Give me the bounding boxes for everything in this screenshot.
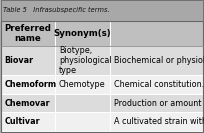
- Bar: [1, 94, 55, 112]
- Text: Preferred
name: Preferred name: [5, 24, 51, 43]
- Bar: [110, 46, 203, 75]
- Bar: [110, 94, 203, 112]
- Text: Chemovar: Chemovar: [5, 99, 50, 108]
- Text: Chemoform: Chemoform: [5, 80, 57, 89]
- Bar: [1, 21, 203, 132]
- Bar: [1, 0, 203, 21]
- Bar: [1, 112, 55, 131]
- Bar: [1, 21, 55, 46]
- Text: Production or amount of: Production or amount of: [114, 99, 204, 108]
- Bar: [55, 94, 110, 112]
- Bar: [110, 75, 203, 94]
- Text: Chemical constitution.: Chemical constitution.: [114, 80, 204, 89]
- Bar: [110, 131, 203, 133]
- Text: Biotype,
physiological
type: Biotype, physiological type: [59, 46, 111, 75]
- Text: Cultivar: Cultivar: [5, 117, 40, 126]
- Bar: [110, 112, 203, 131]
- Bar: [1, 131, 55, 133]
- Text: Table 5   Infrasubspecific terms.: Table 5 Infrasubspecific terms.: [3, 7, 110, 13]
- Text: Biochemical or physiolog: Biochemical or physiolog: [114, 56, 204, 65]
- Text: Biovar: Biovar: [5, 56, 34, 65]
- Text: A cultivated strain with s: A cultivated strain with s: [114, 117, 204, 126]
- Text: Synonym(s): Synonym(s): [54, 29, 111, 38]
- Bar: [55, 112, 110, 131]
- Bar: [1, 75, 55, 94]
- Bar: [55, 46, 110, 75]
- Bar: [55, 21, 110, 46]
- Text: Chemotype: Chemotype: [59, 80, 105, 89]
- Bar: [55, 131, 110, 133]
- Bar: [55, 75, 110, 94]
- Bar: [1, 46, 55, 75]
- Bar: [110, 21, 203, 46]
